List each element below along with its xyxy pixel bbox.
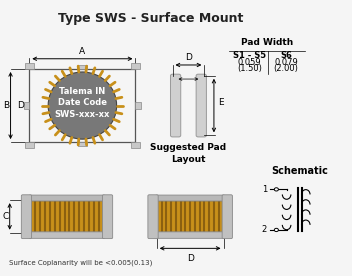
Bar [30, 200, 104, 233]
Circle shape [274, 228, 278, 232]
FancyBboxPatch shape [156, 232, 225, 238]
Text: C: C [2, 212, 9, 221]
Text: (1.50): (1.50) [237, 64, 262, 73]
Text: 2: 2 [262, 225, 267, 234]
Text: Surface Coplanarity will be <0.005(0.13): Surface Coplanarity will be <0.005(0.13) [9, 260, 152, 266]
Text: Talema IN
Date Code
SWS-xxx-xx: Talema IN Date Code SWS-xxx-xx [55, 87, 110, 119]
Text: E: E [218, 98, 224, 107]
Text: D: D [185, 53, 192, 62]
Text: Type SWS - Surface Mount: Type SWS - Surface Mount [58, 12, 244, 25]
Text: B: B [4, 101, 10, 110]
FancyBboxPatch shape [136, 102, 141, 109]
Bar [30, 200, 104, 233]
Bar [157, 200, 224, 233]
Text: D: D [17, 101, 24, 110]
FancyBboxPatch shape [25, 142, 34, 148]
Circle shape [274, 188, 278, 191]
Text: Suggested Pad
Layout: Suggested Pad Layout [150, 144, 226, 163]
FancyBboxPatch shape [156, 195, 225, 201]
Text: 0.079: 0.079 [274, 58, 298, 67]
Text: 0.059: 0.059 [238, 58, 261, 67]
FancyBboxPatch shape [77, 65, 87, 69]
FancyBboxPatch shape [131, 142, 140, 148]
Text: S6: S6 [280, 51, 292, 60]
Text: S1 - S5: S1 - S5 [233, 51, 266, 60]
Text: 1: 1 [262, 185, 267, 194]
Text: A: A [79, 47, 86, 55]
Text: Schematic: Schematic [271, 166, 328, 176]
FancyBboxPatch shape [148, 195, 158, 239]
Bar [29, 69, 136, 142]
FancyBboxPatch shape [77, 142, 87, 146]
Text: (2.00): (2.00) [274, 64, 298, 73]
FancyBboxPatch shape [131, 63, 140, 69]
Text: Pad Width: Pad Width [241, 38, 293, 47]
FancyBboxPatch shape [102, 195, 113, 239]
FancyBboxPatch shape [170, 74, 181, 137]
Text: D: D [187, 254, 194, 263]
FancyBboxPatch shape [24, 102, 29, 109]
FancyBboxPatch shape [222, 195, 232, 239]
Bar [157, 200, 224, 233]
Ellipse shape [48, 72, 117, 139]
FancyBboxPatch shape [196, 74, 206, 137]
FancyBboxPatch shape [25, 63, 34, 69]
FancyBboxPatch shape [29, 232, 105, 238]
FancyBboxPatch shape [29, 195, 105, 201]
FancyBboxPatch shape [21, 195, 32, 239]
